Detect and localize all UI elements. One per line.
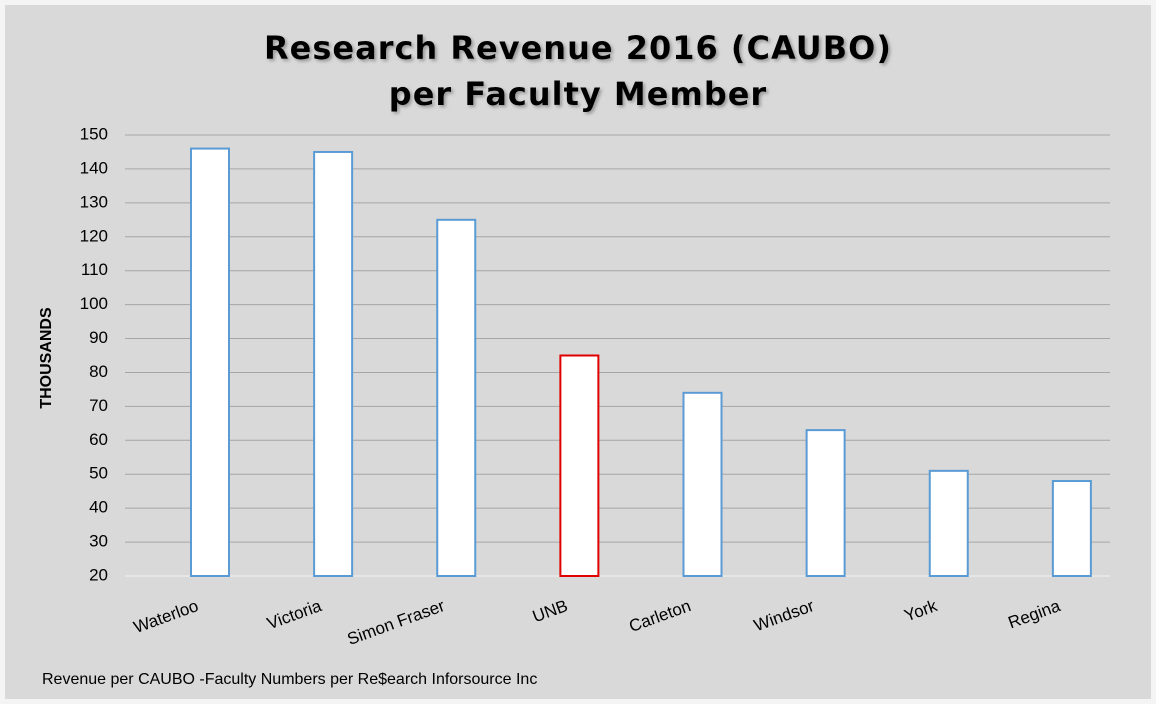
bar	[928, 469, 969, 578]
bar	[1051, 480, 1092, 577]
y-tick-label: 40	[89, 498, 108, 517]
y-tick-label: 30	[89, 532, 108, 551]
bar	[436, 218, 477, 578]
y-tick-label: 120	[80, 226, 108, 245]
chart-title: Research Revenue 2016 (CAUBO)	[264, 29, 892, 67]
y-tick-label: 70	[89, 396, 108, 415]
bar	[190, 147, 230, 577]
bar	[313, 150, 354, 577]
y-tick-label: 150	[80, 124, 108, 143]
y-tick-label: 110	[81, 260, 108, 279]
y-tick-label: 60	[89, 430, 108, 449]
bar	[682, 391, 723, 578]
y-tick-label: 140	[80, 158, 108, 177]
chart-title: per Faculty Member	[389, 75, 767, 113]
y-tick-label: 50	[89, 464, 108, 483]
y-tick-label: 130	[80, 192, 108, 211]
source-note: Revenue per CAUBO -Faculty Numbers per R…	[42, 671, 537, 688]
bar	[805, 429, 846, 577]
bar	[559, 354, 600, 577]
y-tick-label: 90	[89, 328, 108, 347]
y-tick-label: 100	[80, 294, 108, 313]
y-axis-label: THOUSANDS	[38, 307, 55, 409]
y-tick-label: 20	[89, 565, 108, 584]
y-tick-label: 80	[89, 362, 108, 381]
